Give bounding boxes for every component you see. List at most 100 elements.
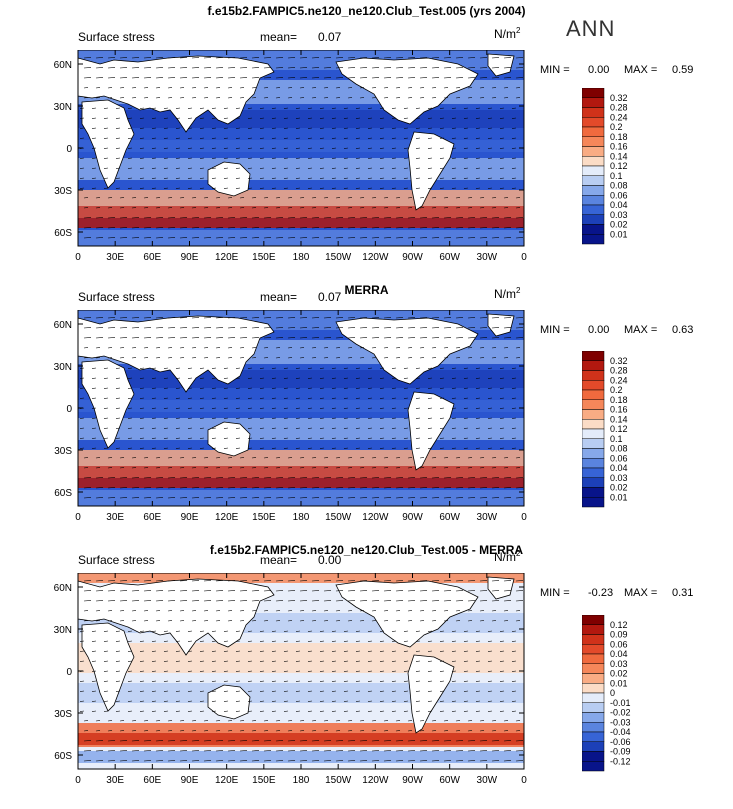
- panel-title: MERRA: [344, 283, 389, 297]
- colorbar-label: 0.03: [610, 210, 628, 220]
- x-tick-label: 120E: [215, 252, 239, 263]
- colorbar-swatch: [582, 195, 605, 206]
- colorbar-label: 0.09: [610, 630, 628, 640]
- field-band: [78, 466, 524, 478]
- y-tick-label: 60N: [54, 320, 72, 331]
- x-tick-label: 30W: [477, 512, 498, 523]
- continent-outline: [77, 578, 275, 656]
- surface-stress-label: Surface stress: [78, 290, 155, 304]
- colorbar-label: 0.18: [610, 395, 628, 405]
- colorbar-swatch: [582, 722, 605, 733]
- x-tick-label: 150W: [325, 252, 352, 263]
- colorbar-label: 0.16: [610, 405, 628, 415]
- x-tick-label: 90E: [181, 512, 199, 523]
- continent-outline: [207, 684, 251, 720]
- continent-outline: [335, 580, 479, 648]
- max-label: MAX =: [624, 64, 658, 76]
- colorbar-label: 0.01: [610, 678, 628, 688]
- colorbar-label: 0.04: [610, 649, 628, 659]
- units-text: N/m: [494, 27, 516, 41]
- max-label: MAX =: [624, 324, 658, 336]
- colorbar-label: 0.2: [610, 385, 623, 395]
- colorbar-label: 0.02: [610, 483, 628, 493]
- colorbar-swatch: [582, 370, 605, 381]
- colorbar-label: 0.32: [610, 93, 628, 103]
- colorbar-label: 0.14: [610, 414, 628, 424]
- continent-outline: [487, 53, 515, 77]
- continent-outline: [487, 576, 515, 600]
- continent-outline: [207, 161, 251, 197]
- field-band: [78, 418, 524, 440]
- x-tick-label: 150E: [252, 512, 276, 523]
- colorbar-label: 0.12: [610, 424, 628, 434]
- stress-map: 60N 30N 0 30S 60S 0 30E 60E 90E 120E 150E 180 150W 12…: [54, 310, 527, 523]
- panel-title: f.e15b2.FAMPIC5.ne120_ne120.Club_Test.00…: [209, 543, 524, 557]
- units-label: N/m2: [494, 549, 520, 564]
- x-tick-label: 0: [521, 775, 527, 786]
- units-exponent: 2: [516, 26, 521, 35]
- y-tick-label: 30N: [54, 362, 72, 373]
- min-label: MIN =: [540, 324, 570, 336]
- season-label: ANN: [566, 16, 616, 41]
- x-tick-label: 30W: [477, 252, 498, 263]
- y-tick-label: 30S: [54, 446, 72, 457]
- panel-title: f.e15b2.FAMPIC5.ne120_ne120.Club_Test.00…: [207, 4, 526, 18]
- units-label: N/m2: [494, 26, 520, 41]
- colorbar-label: 0.12: [610, 161, 628, 171]
- colorbar-swatch: [582, 761, 605, 772]
- colorbar-swatch: [582, 136, 605, 147]
- continent-outline: [335, 57, 479, 125]
- y-tick-label: 0: [66, 144, 72, 155]
- x-tick-label: 60E: [143, 252, 161, 263]
- continent-outline: [407, 654, 455, 734]
- colorbar-label: 0.18: [610, 132, 628, 142]
- x-tick-label: 30E: [106, 775, 124, 786]
- y-tick-label: 30N: [54, 625, 72, 636]
- field-band: [78, 218, 524, 228]
- colorbar-swatch: [582, 487, 605, 498]
- colorbar-label: 0.28: [610, 366, 628, 376]
- min-value: 0.00: [588, 64, 610, 76]
- colorbar-label: 0.1: [610, 434, 623, 444]
- x-tick-label: 150W: [325, 512, 352, 523]
- x-tick-label: 0: [75, 512, 81, 523]
- x-tick-label: 90E: [181, 252, 199, 263]
- y-tick-label: 60S: [54, 228, 72, 239]
- colorbar-swatch: [582, 624, 605, 635]
- surface-stress-label: Surface stress: [78, 553, 155, 567]
- x-tick-label: 60W: [439, 775, 460, 786]
- colorbar-swatch: [582, 165, 605, 176]
- units-text: N/m: [494, 287, 516, 301]
- colorbar-swatch: [582, 634, 605, 645]
- colorbar-swatch: [582, 146, 605, 157]
- colorbar-swatch: [582, 126, 605, 137]
- colorbar-swatch: [582, 438, 605, 449]
- field-band: [78, 158, 524, 180]
- colorbar-swatch: [582, 380, 605, 391]
- x-tick-label: 0: [75, 252, 81, 263]
- colorbar-swatch: [582, 185, 605, 196]
- mean-value: 0.07: [318, 290, 342, 304]
- x-tick-label: 0: [521, 252, 527, 263]
- colorbar-swatch: [582, 741, 605, 752]
- y-tick-label: 60S: [54, 751, 72, 762]
- colorbar-label: 0.06: [610, 639, 628, 649]
- colorbar-label: -0.12: [610, 756, 631, 766]
- min-value: -0.23: [588, 587, 614, 599]
- x-tick-label: 90W: [402, 512, 423, 523]
- colorbar-swatch: [582, 702, 605, 713]
- colorbar-swatch: [582, 448, 605, 459]
- x-tick-label: 120W: [362, 252, 389, 263]
- colorbar-swatch: [582, 360, 605, 371]
- colorbar: 0.320.280.240.20.180.160.140.120.10.080.…: [582, 351, 628, 508]
- field-band: [78, 478, 524, 488]
- field-band: [78, 400, 524, 412]
- max-value: 0.31: [672, 587, 694, 599]
- units-exponent: 2: [516, 549, 521, 558]
- x-tick-label: 120E: [215, 512, 239, 523]
- colorbar-label: 0.01: [610, 492, 628, 502]
- colorbar-label: 0.24: [610, 112, 628, 122]
- colorbar-label: -0.06: [610, 737, 631, 747]
- colorbar-label: 0.12: [610, 620, 628, 630]
- units-exponent: 2: [516, 286, 521, 295]
